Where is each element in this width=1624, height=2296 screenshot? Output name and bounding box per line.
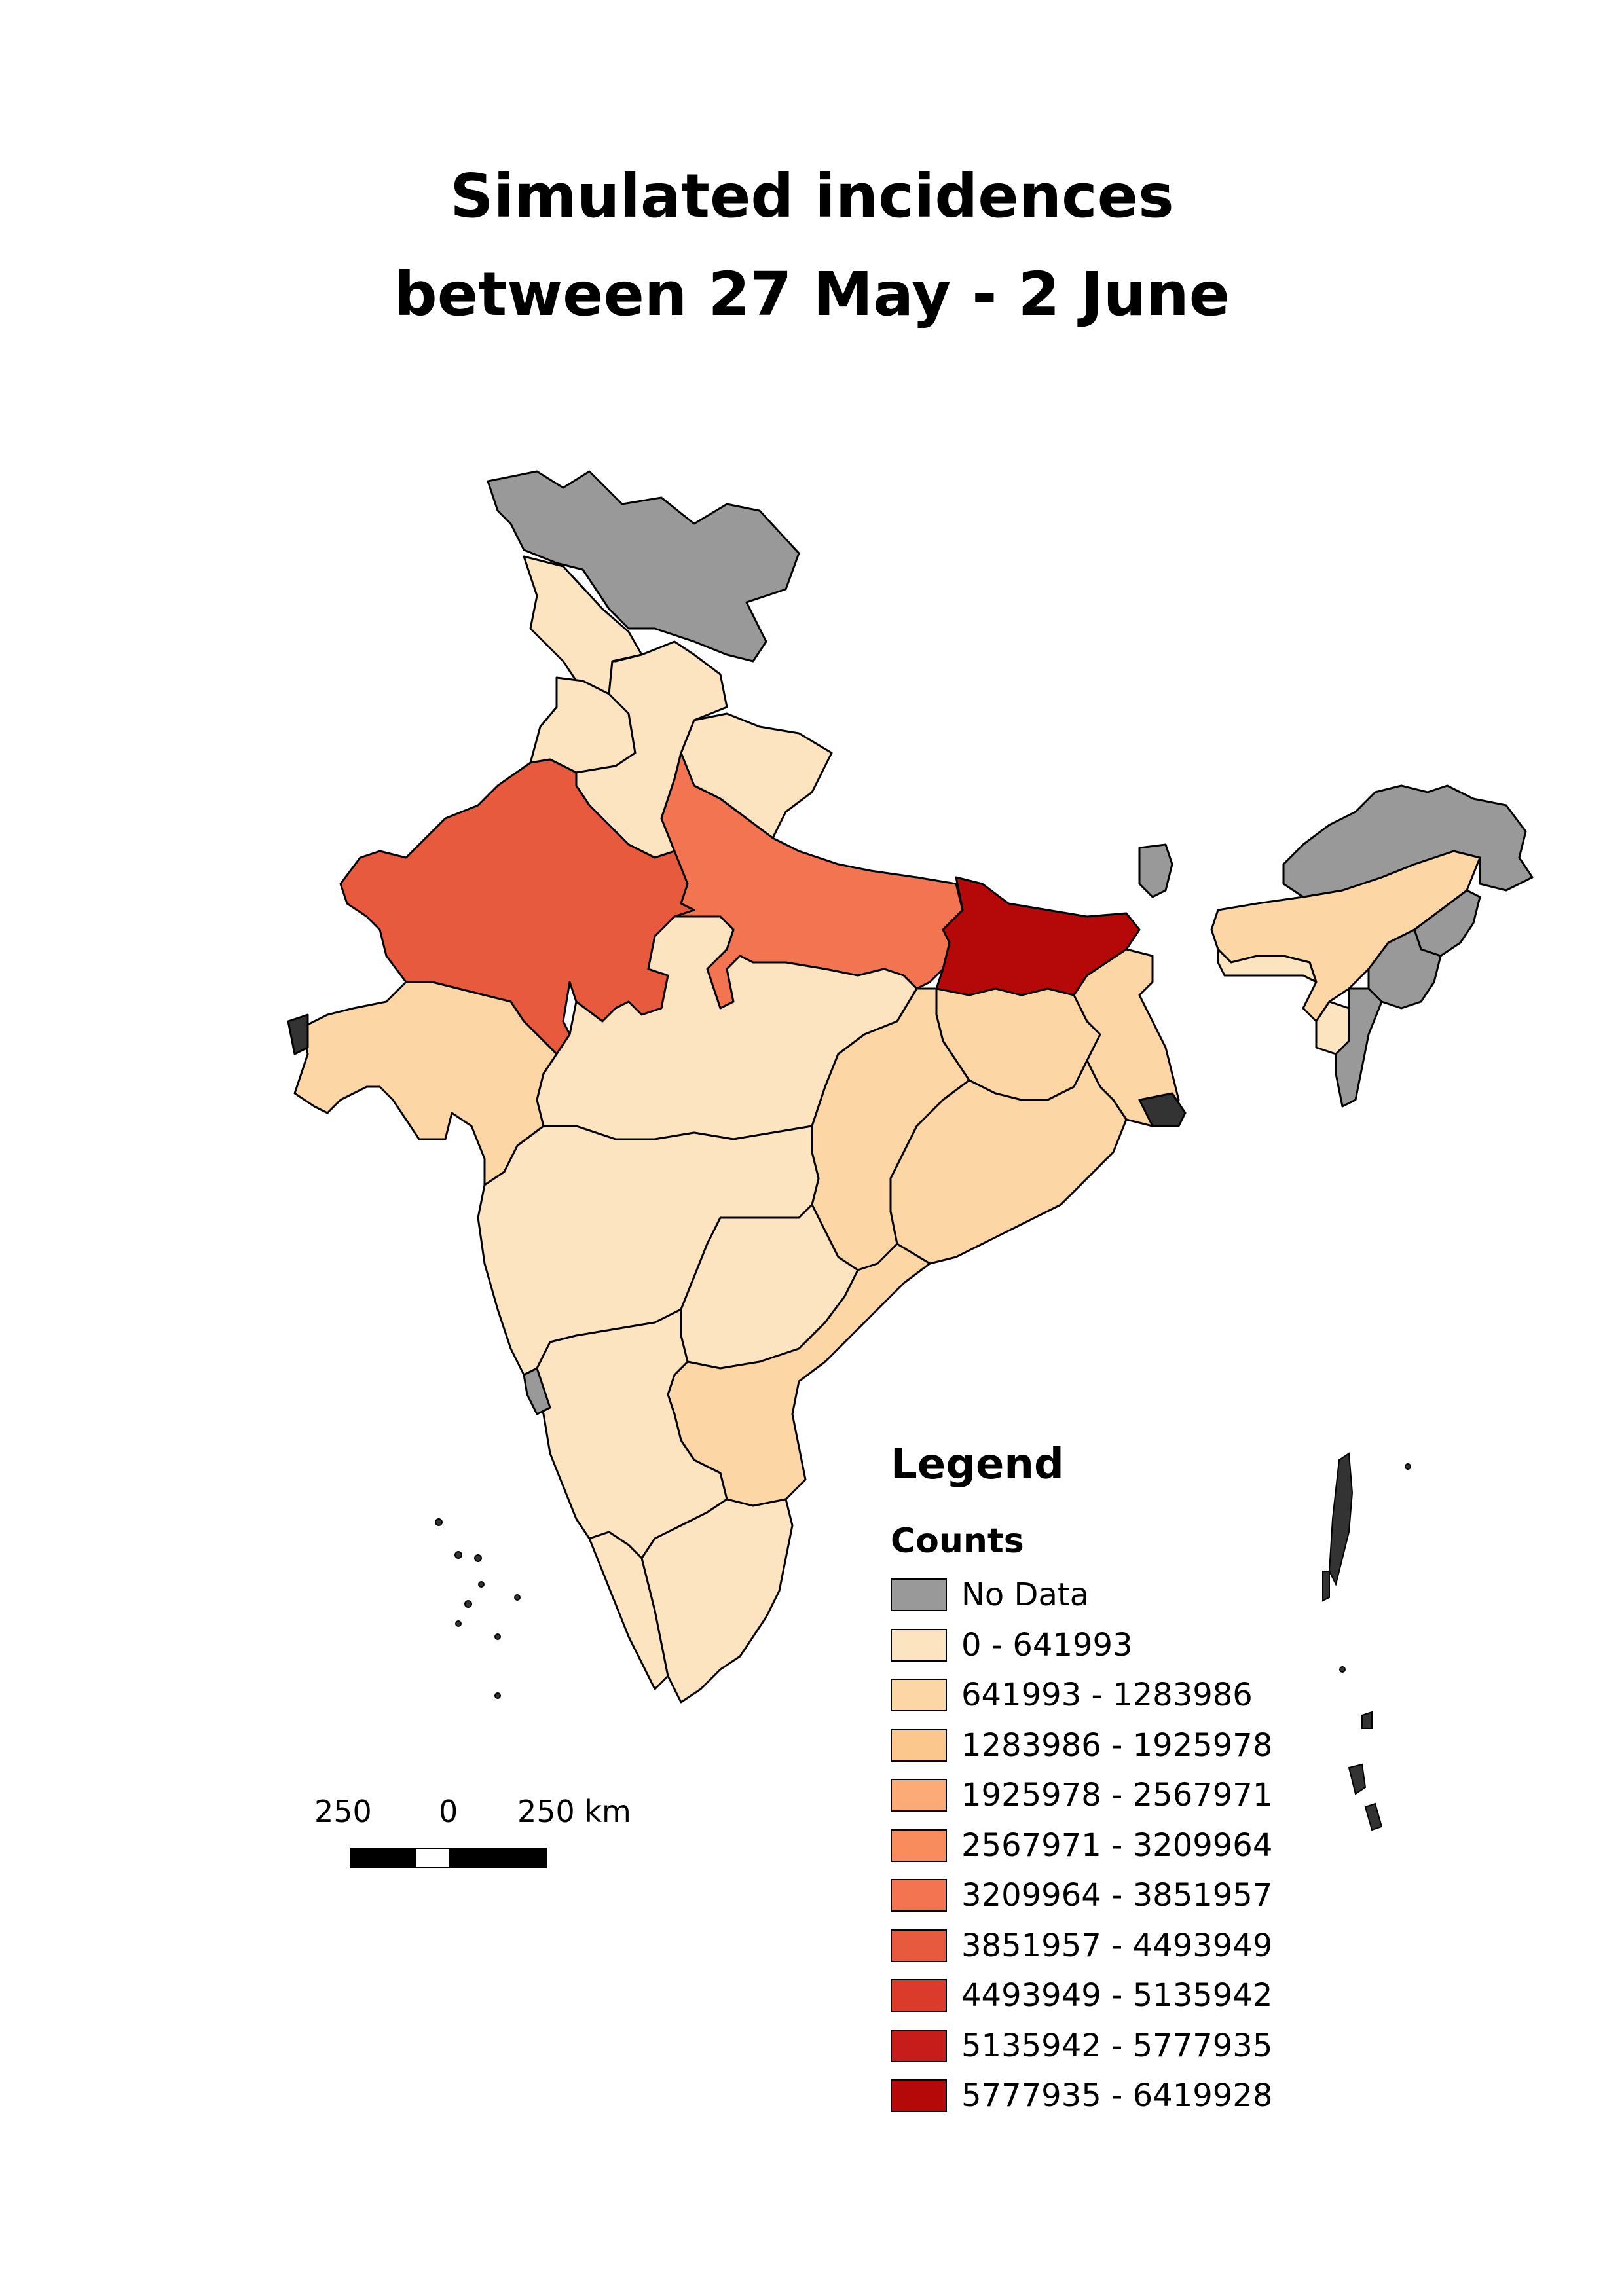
legend-item: 1925978 - 2567971	[891, 1770, 1349, 1821]
region-meghalaya	[1217, 948, 1318, 983]
legend: Legend Counts No Data 0 - 641993 641993 …	[891, 1440, 1349, 2121]
legend-swatch	[891, 2029, 947, 2062]
lakshadweep-islands	[435, 1518, 521, 1699]
legend-swatch	[891, 2079, 947, 2113]
legend-swatch	[891, 1979, 947, 2013]
legend-item: 3209964 - 3851957	[891, 1870, 1349, 1921]
legend-item: No Data	[891, 1570, 1349, 1620]
legend-subtitle: Counts	[891, 1522, 1024, 1561]
legend-swatch	[891, 1779, 947, 1812]
legend-label: 1925978 - 2567971	[961, 1777, 1273, 1814]
legend-item: 3851957 - 4493949	[891, 1921, 1349, 1971]
region-arunachal-pradesh	[1282, 784, 1534, 898]
legend-label: 5777935 - 6419928	[961, 2077, 1273, 2115]
scale-segment-white	[416, 1849, 449, 1867]
scale-bar-graphic	[350, 1848, 547, 1868]
legend-item: 5777935 - 6419928	[891, 2071, 1349, 2121]
region-jammu-kashmir	[487, 470, 800, 663]
legend-label: 5135942 - 5777935	[961, 2027, 1273, 2064]
region-karnataka	[536, 1308, 728, 1559]
kutch-edge	[287, 1013, 309, 1055]
scale-label-zero: 0	[439, 1794, 458, 1829]
map-title: Simulated incidences between 27 May - 2 …	[0, 147, 1624, 344]
region-gujarat	[293, 981, 558, 1186]
legend-label: 3851957 - 4493949	[961, 1927, 1273, 1964]
legend-item: 4493949 - 5135942	[891, 1971, 1349, 2021]
scale-label-left: 250	[314, 1794, 372, 1829]
legend-item: 5135942 - 5777935	[891, 2021, 1349, 2071]
region-rajasthan	[339, 758, 695, 1055]
region-mizoram	[1335, 987, 1383, 1108]
legend-swatch	[891, 1829, 947, 1862]
legend-label: 0 - 641993	[961, 1626, 1133, 1664]
legend-item: 641993 - 1283986	[891, 1670, 1349, 1721]
map-title-line-1: Simulated incidences	[450, 161, 1174, 231]
region-tamil-nadu	[640, 1498, 794, 1704]
legend-item: 1283986 - 1925978	[891, 1721, 1349, 1771]
sundarbans-coast	[1138, 1092, 1187, 1127]
region-goa	[523, 1367, 551, 1415]
scale-segment-black-2	[448, 1849, 545, 1867]
legend-item: 2567971 - 3209964	[891, 1821, 1349, 1871]
andaman-nicobar-islands	[1322, 1452, 1411, 1831]
region-manipur	[1367, 928, 1442, 1010]
legend-label: 1283986 - 1925978	[961, 1726, 1273, 1764]
scale-label-right: 250 km	[517, 1794, 631, 1829]
legend-title: Legend	[891, 1440, 1064, 1489]
legend-items: No Data 0 - 641993 641993 - 1283986 1283…	[891, 1570, 1349, 2121]
legend-swatch	[891, 1728, 947, 1762]
legend-label: 3209964 - 3851957	[961, 1877, 1273, 1914]
region-sikkim	[1138, 843, 1173, 898]
legend-item: 0 - 641993	[891, 1620, 1349, 1671]
scale-segment-black-1	[352, 1849, 416, 1867]
region-west-bengal	[1073, 948, 1180, 1127]
legend-swatch	[891, 1879, 947, 1912]
legend-swatch	[891, 1929, 947, 1962]
legend-swatch	[891, 1679, 947, 1712]
legend-swatch	[891, 1578, 947, 1612]
legend-label: 4493949 - 5135942	[961, 1977, 1273, 2014]
map-title-line-2: between 27 May - 2 June	[394, 259, 1230, 329]
scale-bar: 250 0 250 km	[314, 1794, 655, 1872]
legend-label: 641993 - 1283986	[961, 1677, 1253, 1714]
region-odisha	[889, 1059, 1128, 1265]
legend-label: 2567971 - 3209964	[961, 1827, 1273, 1864]
legend-label: No Data	[961, 1576, 1090, 1614]
legend-swatch	[891, 1628, 947, 1662]
